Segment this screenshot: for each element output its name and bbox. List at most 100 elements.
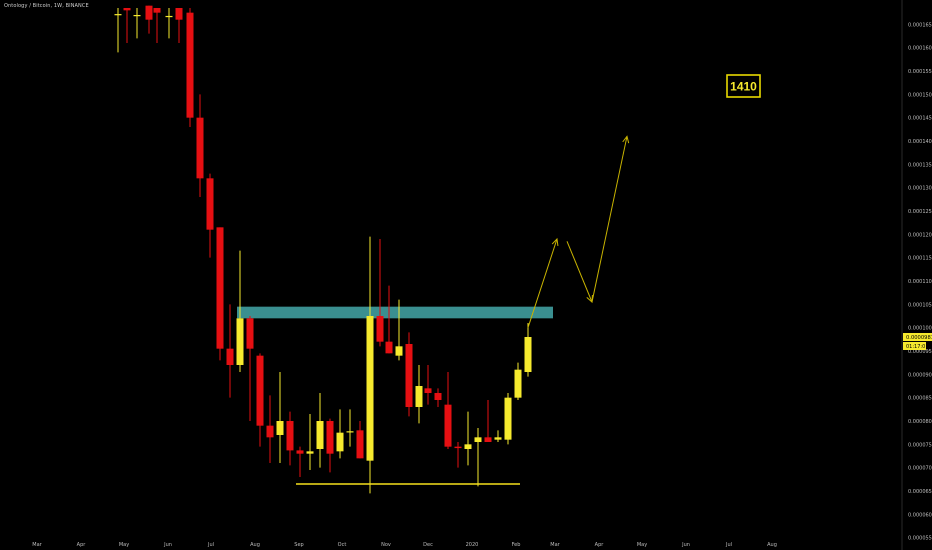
price-tag-label: 0.0000981 [906,335,932,341]
projection-segment [527,238,558,328]
candle-body [316,421,324,449]
projection-segment [591,136,628,303]
candle-body [286,421,294,451]
x-tick-label: Oct [338,542,347,548]
candle-body [276,421,284,435]
x-tick-label: Aug [250,542,260,548]
candle-body [336,432,344,452]
x-tick-label: Aug [767,542,777,548]
x-tick-label: Apr [595,542,605,548]
candle-body [306,451,314,454]
candle-body [366,316,374,461]
projection-segment [566,241,593,303]
candle-body [296,450,304,454]
candle-body [514,369,522,398]
candle-body [123,8,131,11]
projection-arrowhead [551,237,559,247]
candle-body [464,444,472,449]
candle-body [133,15,141,17]
candle-body [484,437,492,442]
candle-body [346,431,354,433]
candle-body [356,430,364,459]
chart-title: Ontology / Bitcoin, 1W, BINANCE [4,3,89,9]
candle-body [114,14,122,16]
candle-body [246,318,254,349]
candle-body [434,393,442,400]
x-tick-label: Jul [207,542,214,548]
x-tick-label: Mar [550,542,560,548]
y-tick-label: 0.0001650 [908,22,932,28]
x-tick-label: Jul [725,542,732,548]
x-tick-label: Feb [512,542,521,548]
x-tick-label: Mar [32,542,42,548]
x-tick-label: Sep [294,542,303,548]
candle-body [395,346,403,356]
candle-body [494,437,502,440]
candle-body [385,341,393,354]
candle-body [236,318,244,365]
price-tag [903,333,932,341]
resistance-zone [237,306,553,319]
target-label-box [726,74,761,98]
x-tick-label: 2020 [466,542,479,548]
candle-body [256,355,264,426]
timer-tag [903,342,926,350]
projection-arrowhead [586,294,593,304]
candle-body [474,437,482,442]
candle-body [424,388,432,393]
timer-tag-label: 01:17:0 [906,344,925,350]
candle-body [196,117,204,179]
candle-body [504,397,512,440]
candle-body [175,8,183,20]
candle-body [415,386,423,407]
candle-body [524,337,532,372]
x-tick-label: May [119,542,129,548]
resistance-zone-layer [237,306,553,319]
candle-body [165,15,173,18]
x-tick-label: Jun [681,542,690,548]
x-tick-label: May [637,542,647,548]
candle-body [444,404,452,447]
x-tick-label: Nov [381,542,391,548]
candle-body [326,421,334,454]
candle-body [405,344,413,407]
x-tick-label: Jun [163,542,172,548]
candle-body [454,446,462,449]
candle-body [266,425,274,438]
x-tick-label: Apr [77,542,87,548]
candle-body [206,178,214,230]
candle-body [145,5,153,20]
projection-arrowhead [622,135,630,144]
target-label: 1410 [730,80,757,94]
candle-body [226,348,234,365]
candle-body [186,12,194,118]
candles-layer [114,5,532,494]
candle-body [153,8,161,13]
drawings-layer: 1410 [296,74,761,485]
